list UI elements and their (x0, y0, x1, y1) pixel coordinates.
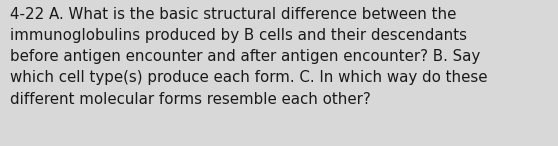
Text: 4-22 A. What is the basic structural difference between the
immunoglobulins prod: 4-22 A. What is the basic structural dif… (10, 7, 488, 107)
